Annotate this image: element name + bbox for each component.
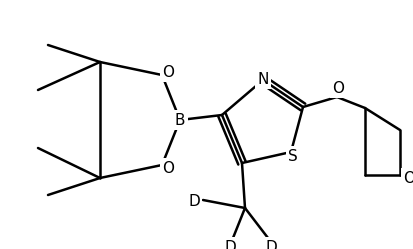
Text: D: D	[265, 240, 277, 249]
Text: B: B	[175, 113, 185, 127]
Text: O: O	[403, 171, 413, 186]
Text: S: S	[288, 148, 298, 164]
Text: O: O	[162, 161, 174, 176]
Text: N: N	[257, 71, 269, 86]
Text: D: D	[224, 240, 236, 249]
Text: O: O	[332, 80, 344, 96]
Text: D: D	[188, 193, 200, 208]
Text: O: O	[162, 64, 174, 79]
